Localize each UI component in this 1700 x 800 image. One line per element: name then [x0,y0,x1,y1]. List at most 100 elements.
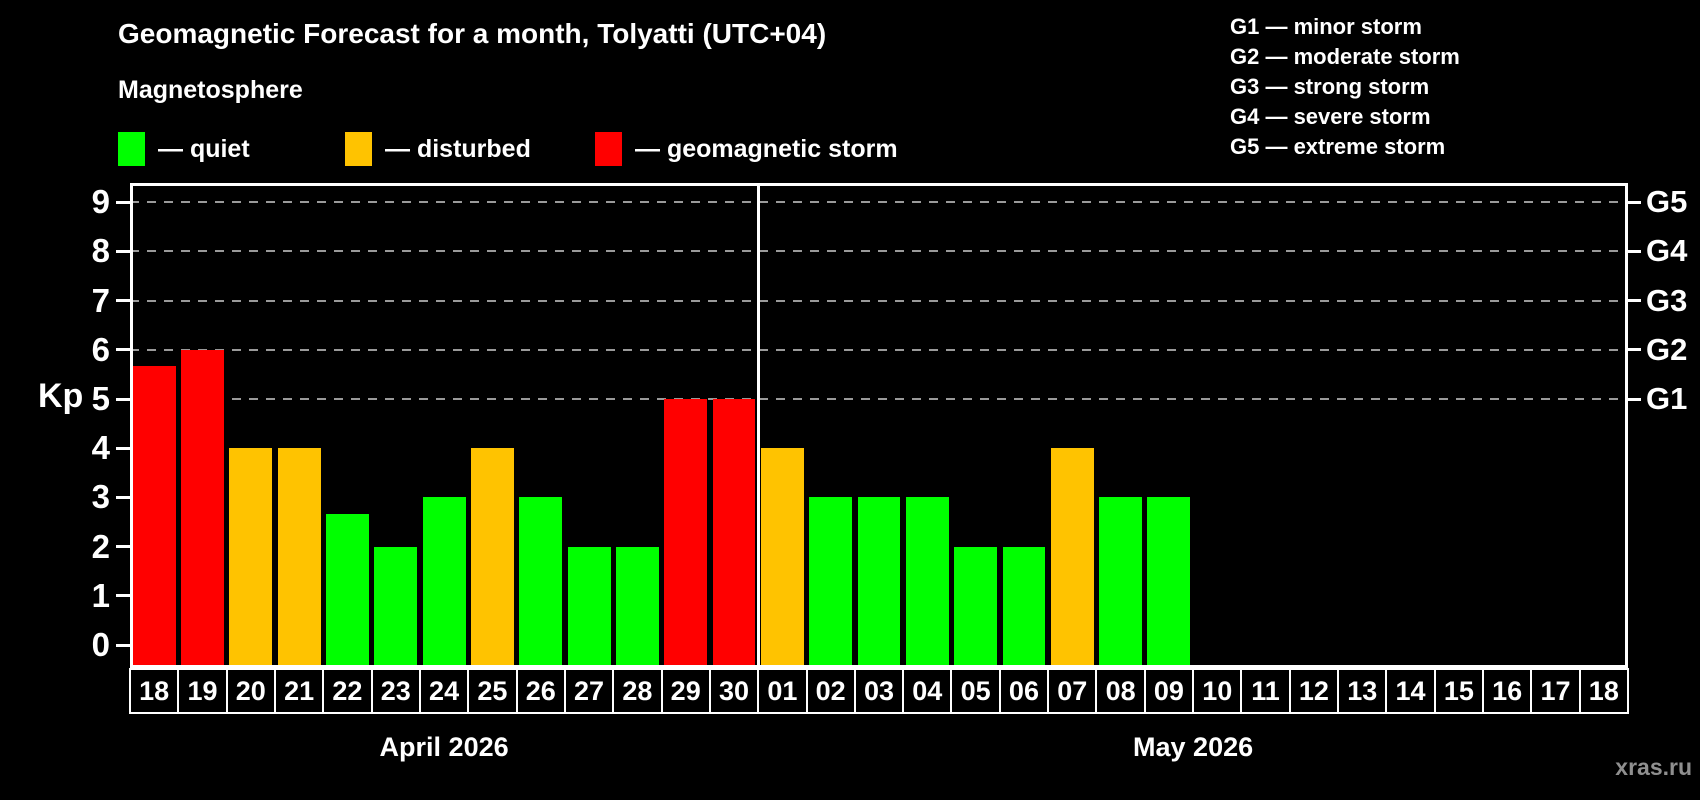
y-tick-1 [116,594,130,598]
kp-bar-27 [567,546,611,668]
day-label-06: 06 [998,668,1050,714]
day-label-08: 08 [1095,668,1146,714]
g-scale-legend: G1 — minor storm G2 — moderate storm G3 … [1230,12,1460,162]
y-tick-label-3: 3 [91,478,110,516]
kp-bar-03 [857,497,901,668]
y-tick-label-6: 6 [91,330,110,368]
day-label-16: 16 [1482,668,1533,714]
kp-bar-25 [470,448,514,668]
magnetosphere-label: Magnetosphere [118,76,303,104]
day-label-22: 22 [322,668,373,714]
y-axis-title: Kp [38,377,84,415]
gridline-kp6 [130,348,1628,351]
kp-bar-21 [277,448,321,668]
kp-bar-20 [229,448,273,668]
g1-legend-line: G1 — minor storm [1230,14,1422,39]
gridline-kp7 [130,299,1628,302]
disturbed-label: — disturbed [385,134,531,163]
day-label-28: 28 [612,668,663,714]
g2-legend-line: G2 — moderate storm [1230,44,1460,69]
kp-bar-05 [954,546,998,668]
day-label-30: 30 [708,668,760,714]
disturbed-color-swatch [345,132,372,166]
kp-bar-28 [615,546,659,668]
day-label-04: 04 [902,668,953,714]
y-tick-3 [116,495,130,499]
day-label-07: 07 [1047,668,1098,714]
day-label-14: 14 [1385,668,1436,714]
y-tick-label-2: 2 [91,527,110,565]
y-tick-label-1: 1 [91,576,110,614]
day-label-24: 24 [418,668,470,714]
quiet-color-swatch [118,132,145,166]
day-label-10: 10 [1192,668,1243,714]
y-tick-6 [116,348,130,352]
storm-color-swatch [595,132,622,166]
gridline-kp9 [130,201,1628,204]
g-tick-G1 [1625,397,1641,401]
y-tick-2 [116,545,130,549]
day-label-18: 18 [129,668,180,714]
day-label-23: 23 [370,668,421,714]
y-tick-0 [116,643,130,647]
day-label-17: 17 [1530,668,1581,714]
legend-item-disturbed: — disturbed [345,131,531,167]
chart-title: Geomagnetic Forecast for a month, Tolyat… [118,18,827,49]
kp-bar-30 [712,399,756,668]
day-label-03: 03 [853,668,905,714]
legend-item-storm: — geomagnetic storm [595,131,898,167]
kp-bar-26 [519,497,563,668]
kp-bar-07 [1050,448,1094,668]
kp-bar-19 [181,349,224,668]
month-label-0: April 2026 [379,732,509,762]
y-tick-4 [116,446,130,450]
kp-bar-04 [905,497,949,668]
g-tick-label-G5: G5 [1646,184,1688,220]
y-tick-label-5: 5 [91,380,110,417]
g3-legend-line: G3 — strong storm [1230,74,1430,99]
day-label-26: 26 [515,668,566,714]
month-label-1: May 2026 [1133,732,1254,762]
g-tick-G4 [1625,249,1641,253]
y-tick-label-9: 9 [91,183,110,221]
kp-bar-29 [664,399,708,668]
day-label-02: 02 [805,668,856,714]
day-label-20: 20 [225,668,276,714]
day-label-13: 13 [1337,668,1388,714]
y-tick-label-4: 4 [91,429,110,467]
g-tick-G3 [1625,299,1641,303]
kp-bar-24 [422,497,466,668]
month-divider [756,183,760,668]
day-label-19: 19 [177,668,228,714]
day-label-01: 01 [757,668,808,714]
y-tick-5 [116,397,130,401]
kp-bar-01 [760,448,804,668]
y-tick-7 [116,299,130,303]
day-label-29: 29 [660,668,711,714]
kp-bar-02 [809,497,853,668]
kp-bar-23 [374,546,418,668]
quiet-label: — quiet [158,134,250,163]
g-tick-label-G2: G2 [1646,331,1688,367]
day-label-15: 15 [1433,668,1485,714]
kp-bar-18 [132,366,176,668]
kp-bar-06 [1002,546,1046,668]
g-tick-label-G4: G4 [1646,233,1688,269]
day-label-11: 11 [1240,668,1291,714]
day-label-18: 18 [1578,668,1629,714]
kp-bar-08 [1099,497,1143,668]
kp-bar-22 [325,513,369,668]
day-label-21: 21 [273,668,325,714]
gridline-kp5 [130,398,1628,400]
day-label-27: 27 [563,668,615,714]
kp-bar-09 [1147,497,1191,668]
gridline-kp8 [130,250,1628,253]
watermark: xras.ru [1615,754,1692,780]
y-tick-8 [116,249,130,253]
day-label-12: 12 [1288,668,1340,714]
g4-legend-line: G4 — severe storm [1230,104,1431,129]
g-tick-G5 [1625,200,1641,204]
day-label-05: 05 [950,668,1001,714]
g-tick-G2 [1625,348,1641,352]
